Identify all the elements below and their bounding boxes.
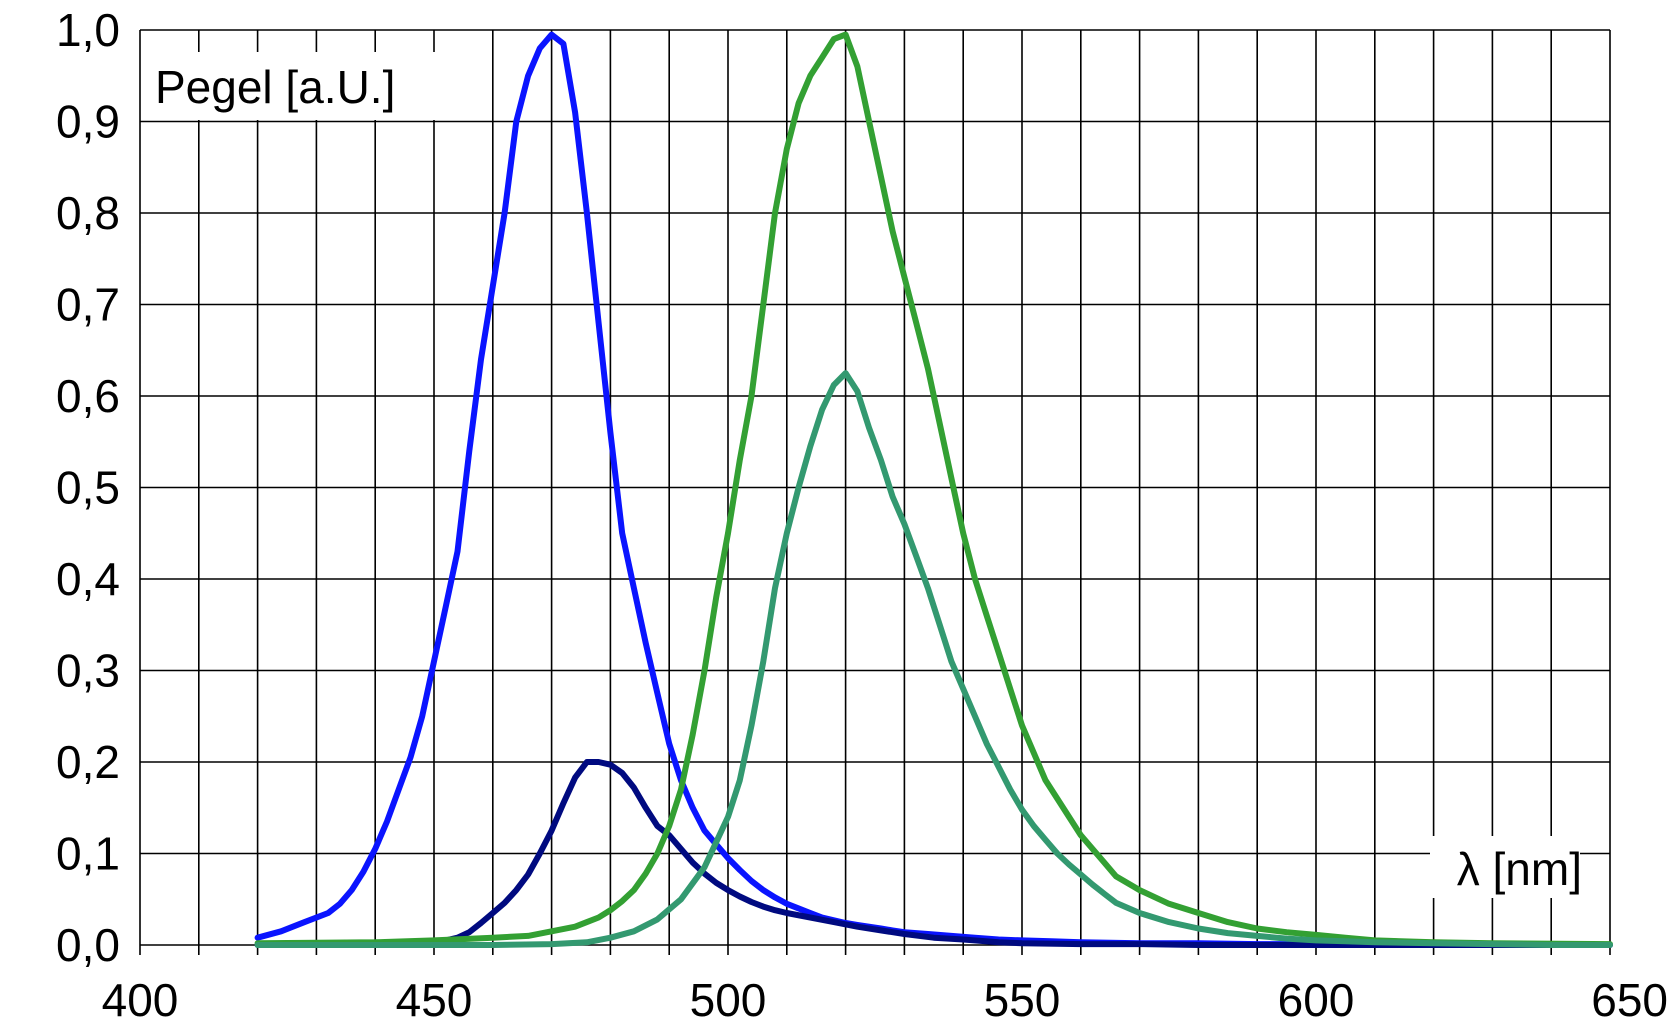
series-group [254, 31, 1613, 948]
y-tick-label: 0,3 [56, 645, 120, 697]
grid [139, 29, 1611, 955]
y-tick-label: 0,7 [56, 279, 120, 331]
y-tick-label: 0,5 [56, 462, 120, 514]
y-tick-label: 0,4 [56, 553, 120, 605]
series-line-3 [254, 31, 1613, 948]
x-tick-label: 550 [984, 974, 1061, 1026]
tick-labels: 0,0 0,1 0,2 0,3 0,4 0,5 0,6 0,7 0,8 0,9 1,0 400 450 5… [56, 4, 1668, 1026]
y-tick-label: 1,0 [56, 4, 120, 56]
series-line-4 [254, 370, 1613, 948]
series-line-2 [254, 759, 1613, 948]
x-axis-title: λ [nm] [1457, 843, 1582, 895]
x-tick-label: 450 [396, 974, 473, 1026]
x-tick-label: 400 [102, 974, 179, 1026]
y-axis-title-background [145, 52, 450, 120]
y-tick-label: 0,8 [56, 187, 120, 239]
y-tick-label: 0,6 [56, 370, 120, 422]
y-tick-label: 0,2 [56, 736, 120, 788]
y-tick-label: 0,9 [56, 96, 120, 148]
x-axis-title-group: λ [nm] [1430, 836, 1582, 898]
y-axis-title-group: Pegel [a.U.] [145, 52, 450, 120]
x-tick-label: 650 [1591, 974, 1668, 1026]
x-axis-title-background [1430, 836, 1580, 898]
y-axis-title: Pegel [a.U.] [155, 61, 395, 113]
x-tick-label: 600 [1278, 974, 1355, 1026]
y-tick-label: 0,0 [56, 919, 120, 971]
x-tick-label: 500 [690, 974, 767, 1026]
y-tick-label: 0,1 [56, 828, 120, 880]
